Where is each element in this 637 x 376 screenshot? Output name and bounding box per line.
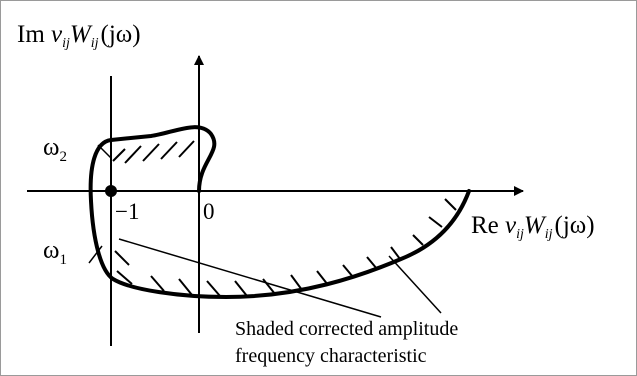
- annotation-line-2: frequency characteristic: [235, 345, 427, 367]
- omega1-leader: [88, 245, 103, 264]
- omega2-label: ω2: [43, 134, 67, 165]
- critical-point-label: −1: [115, 199, 139, 224]
- x-axis-label: Re νijWij(jω): [471, 212, 595, 242]
- annotation-leader-lower: [388, 255, 442, 314]
- omega1-label: ω1: [43, 237, 67, 268]
- critical-point-marker: [105, 185, 117, 197]
- amplitude-frequency-curve: [88, 125, 471, 299]
- annotation-leader-upper: [118, 238, 382, 318]
- lower-hatching: [114, 198, 457, 297]
- annotation-line-1: Shaded corrected amplitude: [235, 318, 458, 340]
- upper-hatching: [112, 140, 195, 164]
- y-axis-label: Im νijWij(jω): [17, 21, 141, 51]
- origin-label: 0: [203, 199, 215, 224]
- omega2-leader: [97, 144, 112, 159]
